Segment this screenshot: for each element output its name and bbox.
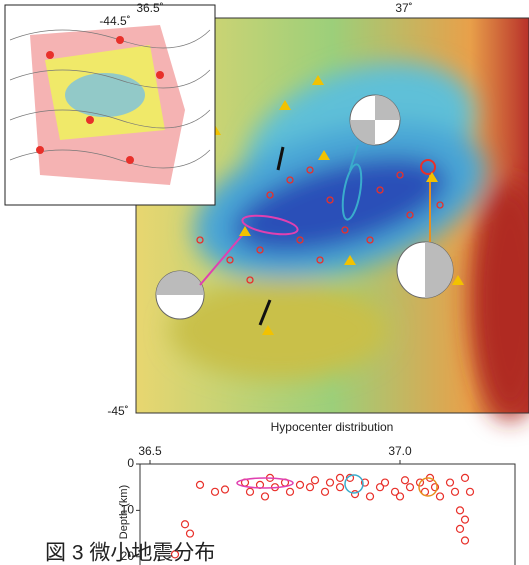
map-title: Hypocenter distribution — [271, 420, 394, 434]
lat-label: -45˚ — [107, 404, 128, 418]
caption: 図 3 微小地震分布 — [45, 542, 215, 565]
y-tick-label: 0 — [127, 456, 134, 470]
lat-label: -44.5˚ — [99, 14, 130, 28]
figure: 36.5˚ 37˚ -44.5˚ -45˚ Hypocenter distrib… — [0, 0, 529, 565]
x-tick-label: 37.0 — [388, 444, 412, 458]
lon-label: 37˚ — [395, 1, 412, 15]
x-tick-label: 36.5 — [138, 444, 162, 458]
lon-label: 36.5˚ — [136, 1, 163, 15]
y-tick-label: 10 — [121, 503, 135, 517]
inset-map — [5, 5, 215, 205]
